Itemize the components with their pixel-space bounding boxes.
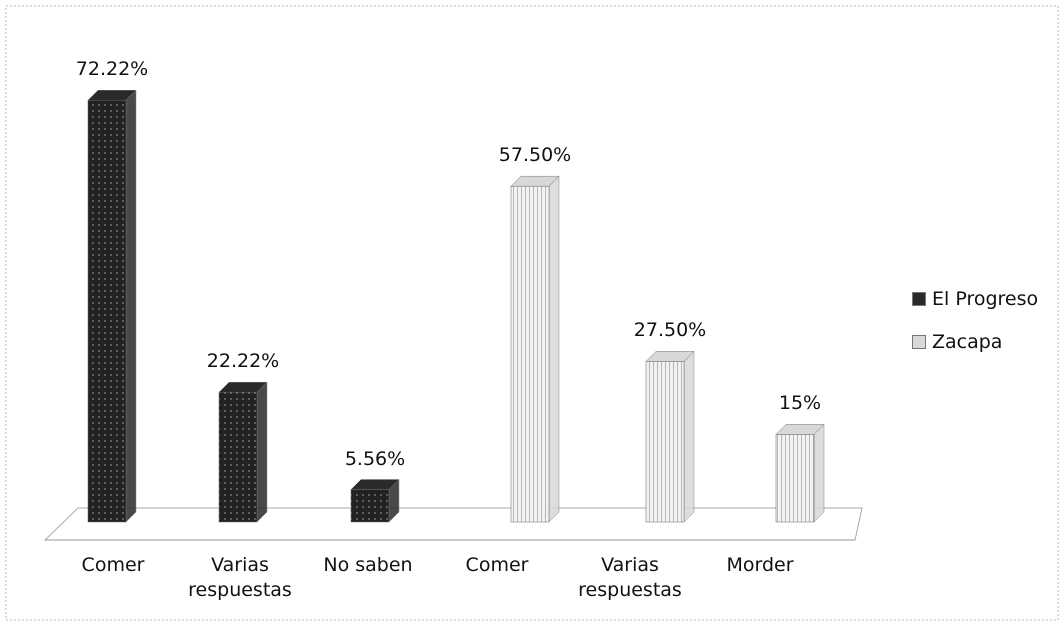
x-tick-label: Morder xyxy=(726,554,794,576)
value-label: 72.22% xyxy=(75,58,149,81)
bar xyxy=(218,391,258,523)
value-label: 15% xyxy=(778,392,822,415)
bar-side xyxy=(683,350,695,523)
x-tick-label: Varias respuestas xyxy=(188,554,292,601)
bar xyxy=(87,99,127,523)
bar xyxy=(775,434,815,523)
frame xyxy=(5,5,1059,621)
legend-swatch xyxy=(912,292,926,306)
legend-entry: El Progreso xyxy=(912,288,1038,310)
bar xyxy=(645,361,685,523)
bar-side xyxy=(548,175,560,523)
x-tick-label: Varias respuestas xyxy=(578,554,682,601)
value-label: 22.22% xyxy=(206,350,280,373)
legend-label: Zacapa xyxy=(932,331,1003,353)
bar-side xyxy=(813,423,825,523)
legend-entry: Zacapa xyxy=(912,331,1002,353)
value-label: 57.50% xyxy=(498,144,572,167)
bar-side xyxy=(125,89,137,523)
value-label: 27.50% xyxy=(633,319,707,342)
bar xyxy=(350,489,390,523)
legend-label: El Progreso xyxy=(932,288,1039,310)
value-label: 5.56% xyxy=(344,447,406,470)
x-tick-label: Comer xyxy=(465,554,529,576)
floor xyxy=(43,507,863,541)
bar-side xyxy=(256,381,268,523)
legend-swatch xyxy=(912,335,926,349)
x-tick-label: Comer xyxy=(81,554,145,576)
x-tick-label: No saben xyxy=(323,554,413,576)
bar xyxy=(510,185,550,523)
